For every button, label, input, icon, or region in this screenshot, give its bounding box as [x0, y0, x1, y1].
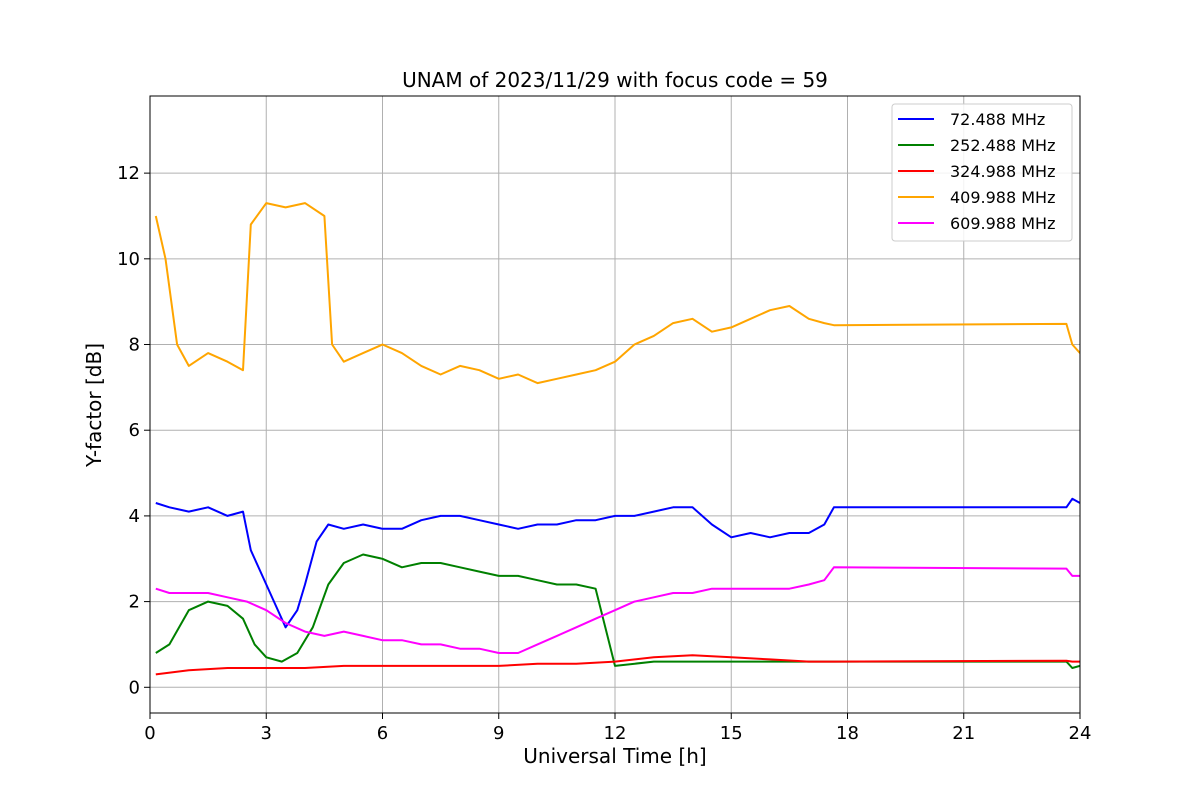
x-tick-label: 15 [720, 723, 743, 744]
legend-label: 409.988 MHz [950, 188, 1055, 207]
x-tick-label: 18 [836, 723, 859, 744]
x-axis-ticks: 0 3 6 9 12 15 18 21 24 [144, 713, 1091, 744]
series-line-4 [155, 566, 1080, 654]
x-tick-label: 12 [604, 723, 627, 744]
y-tick-label: 2 [129, 592, 140, 613]
legend: 72.488 MHz 252.488 MHz 324.988 MHz 409.988 … [891, 103, 1073, 242]
y-tick-label: 12 [117, 163, 140, 184]
legend-label: 324.988 MHz [950, 162, 1055, 181]
y-tick-label: 6 [129, 420, 140, 441]
chart-title: UNAM of 2023/11/29 with focus code = 59 [402, 68, 828, 92]
y-axis-ticks: 0 2 4 6 8 10 12 [117, 163, 150, 698]
series-line-1 [155, 553, 1080, 669]
x-tick-label: 0 [144, 723, 155, 744]
legend-label: 609.988 MHz [950, 214, 1055, 233]
series-line-2 [155, 654, 1080, 676]
series-line-3 [154, 202, 1080, 385]
y-tick-label: 8 [129, 335, 140, 356]
x-tick-label: 6 [377, 723, 388, 744]
y-axis-title: Y-factor [dB] [82, 343, 106, 468]
x-tick-label: 9 [493, 723, 504, 744]
legend-label: 252.488 MHz [950, 136, 1055, 155]
series-line-0 [155, 497, 1080, 629]
y-tick-label: 4 [129, 506, 140, 527]
y-tick-label: 10 [117, 249, 140, 270]
x-tick-label: 3 [261, 723, 272, 744]
legend-label: 72.488 MHz [950, 110, 1045, 129]
legend-box [891, 103, 1073, 242]
y-tick-label: 0 [129, 677, 140, 698]
series-layer [154, 202, 1080, 676]
plot-area [154, 202, 1080, 676]
x-axis-title: Universal Time [h] [523, 744, 706, 768]
x-tick-label: 24 [1069, 723, 1092, 744]
x-tick-label: 21 [952, 723, 975, 744]
